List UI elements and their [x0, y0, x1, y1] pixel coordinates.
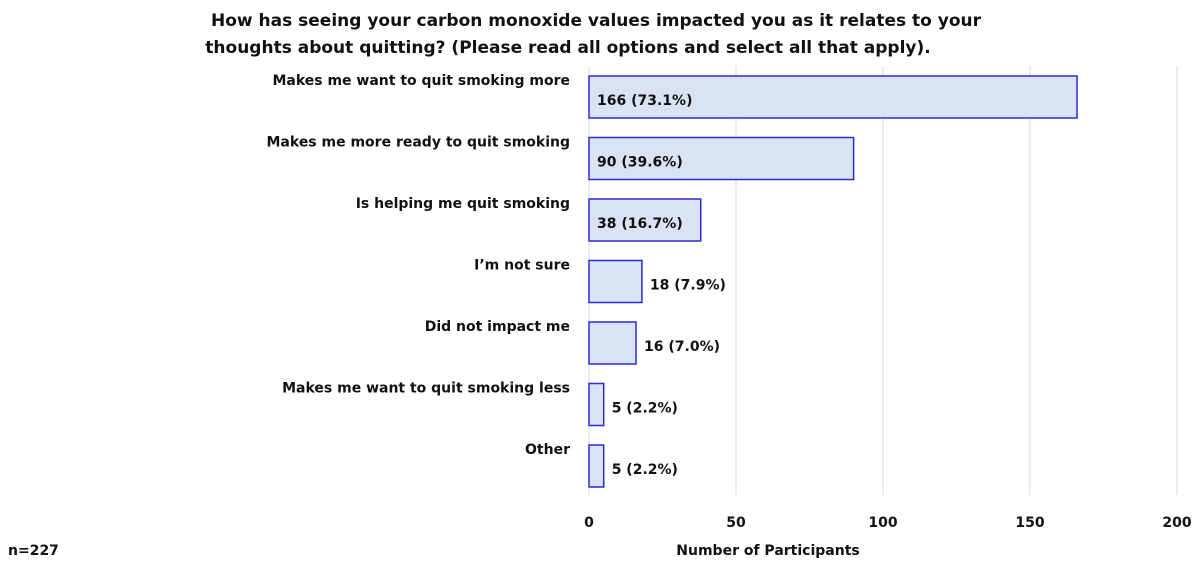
value-label: 38 (16.7%)	[597, 216, 683, 232]
bar	[588, 321, 637, 365]
y-tick-label: Makes me want to quit smoking less	[282, 381, 570, 397]
bar	[588, 259, 643, 304]
x-tick-label: 150	[1015, 515, 1044, 531]
bar	[588, 382, 605, 427]
x-tick-label: 0	[584, 515, 594, 531]
value-label: 5 (2.2%)	[612, 462, 678, 478]
y-tick-label: Other	[525, 442, 570, 458]
x-tick-label: 200	[1162, 515, 1191, 531]
y-tick-label: Did not impact me	[425, 319, 570, 335]
value-label: 90 (39.6%)	[597, 155, 683, 171]
chart-title: How has seeing your carbon monoxide valu…	[211, 11, 982, 31]
value-label: 166 (73.1%)	[597, 93, 692, 109]
bar	[588, 136, 855, 181]
x-tick-label: 100	[868, 515, 897, 531]
y-tick-label: I’m not sure	[474, 258, 570, 274]
bar	[588, 444, 605, 488]
x-tick-label: 50	[726, 515, 746, 531]
chart-title: thoughts about quitting? (Please read al…	[205, 38, 930, 58]
x-axis-title: Number of Participants	[676, 543, 859, 559]
value-label: 5 (2.2%)	[612, 401, 678, 417]
y-tick-label: Makes me more ready to quit smoking	[267, 135, 571, 151]
annotation: n=227	[8, 543, 59, 559]
bar	[588, 75, 1078, 119]
bar	[588, 198, 702, 242]
y-tick-label: Is helping me quit smoking	[356, 196, 570, 212]
value-label: 16 (7.0%)	[644, 339, 720, 355]
value-label: 18 (7.9%)	[650, 278, 726, 294]
y-tick-label: Makes me want to quit smoking more	[272, 73, 570, 89]
